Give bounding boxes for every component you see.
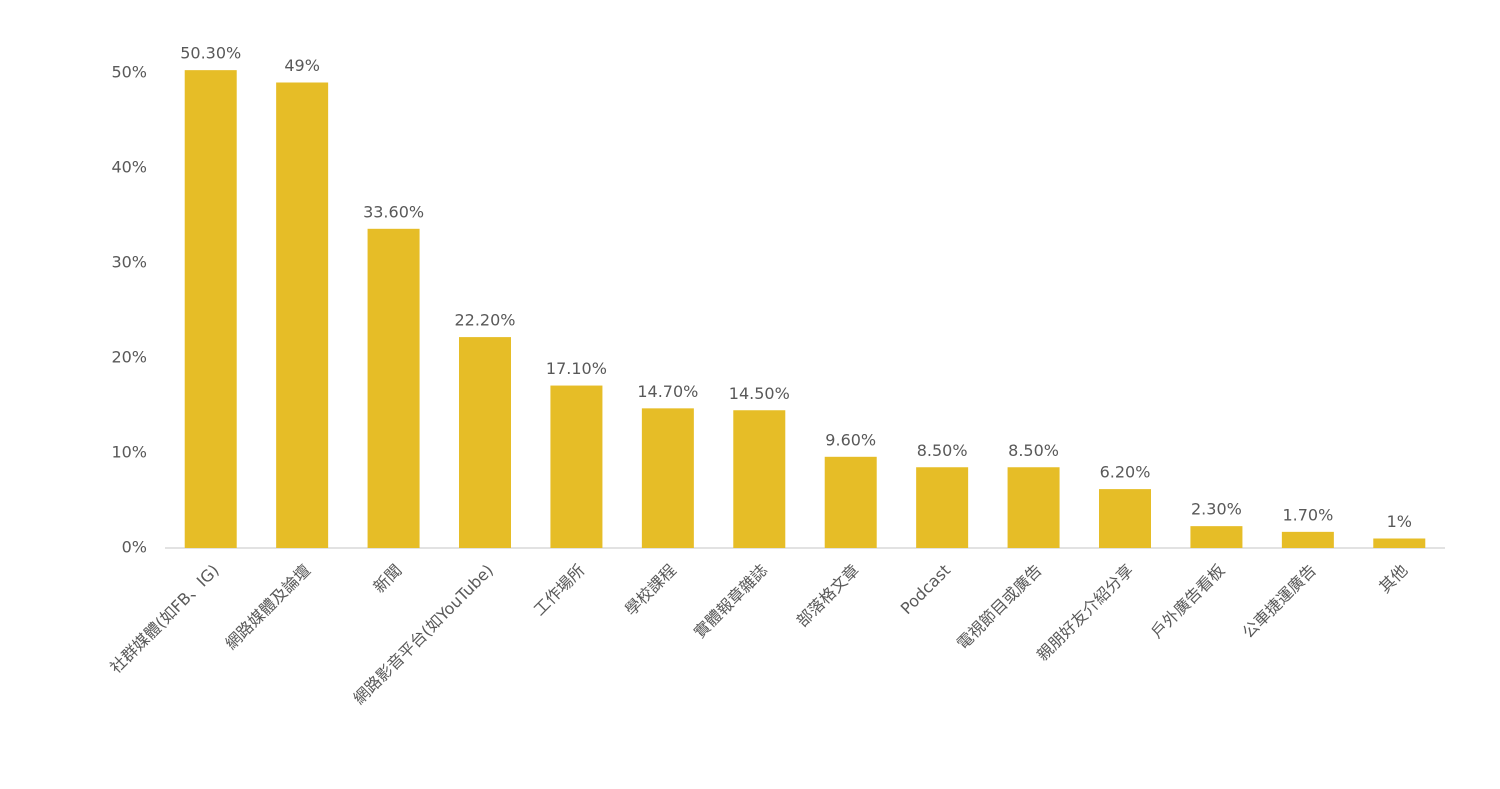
bar [184,70,237,549]
y-tick-label: 10% [111,443,147,462]
x-tick-label: 親朋好友介紹分享 [1033,561,1137,665]
bar [1373,538,1426,548]
value-label: 8.50% [917,441,968,460]
bar [1007,467,1060,548]
y-tick-label: 20% [111,348,147,367]
bar [733,410,786,548]
bar [459,337,511,548]
y-tick-label: 40% [111,158,147,177]
y-tick-label: 50% [111,63,147,82]
x-tick-label: Podcast [897,561,954,618]
value-label: 49% [284,56,320,75]
bar [367,228,420,549]
x-tick-label: 電視節目或廣告 [953,561,1046,654]
y-tick-label: 0% [122,538,147,557]
x-tick-label: 實體報章雜誌 [690,561,771,642]
value-label: 50.30% [180,44,241,63]
bar [1099,489,1151,548]
value-label: 8.50% [1008,441,1059,460]
x-tick-label: 戶外廣告看板 [1147,561,1228,642]
value-label: 1.70% [1282,505,1333,524]
value-label: 2.30% [1191,500,1242,519]
value-label: 22.20% [454,311,515,330]
x-tick-label: 網路媒體及論壇 [222,561,315,654]
bar [276,82,329,548]
x-tick-label: 工作場所 [530,561,589,620]
x-tick-label: 學校課程 [621,561,680,620]
bar [824,456,877,548]
x-tick-label: 社群媒體(如FB、IG) [106,561,223,678]
x-tick-label: 新聞 [370,561,406,597]
bar [1281,531,1334,548]
value-label: 9.60% [825,430,876,449]
value-label: 6.20% [1100,463,1151,482]
value-label: 17.10% [546,359,607,378]
value-label: 1% [1387,512,1412,531]
y-tick-label: 30% [111,253,147,272]
bar [550,385,603,548]
x-tick-label: 公車捷運廣告 [1239,561,1320,642]
x-tick-label: 部落格文章 [793,561,863,631]
x-tick-label: 其他 [1375,561,1411,597]
bar [916,467,969,548]
value-label: 14.70% [637,382,698,401]
bar [1190,526,1243,548]
value-label: 33.60% [363,202,424,221]
bar [641,408,694,548]
value-label: 14.50% [729,384,790,403]
